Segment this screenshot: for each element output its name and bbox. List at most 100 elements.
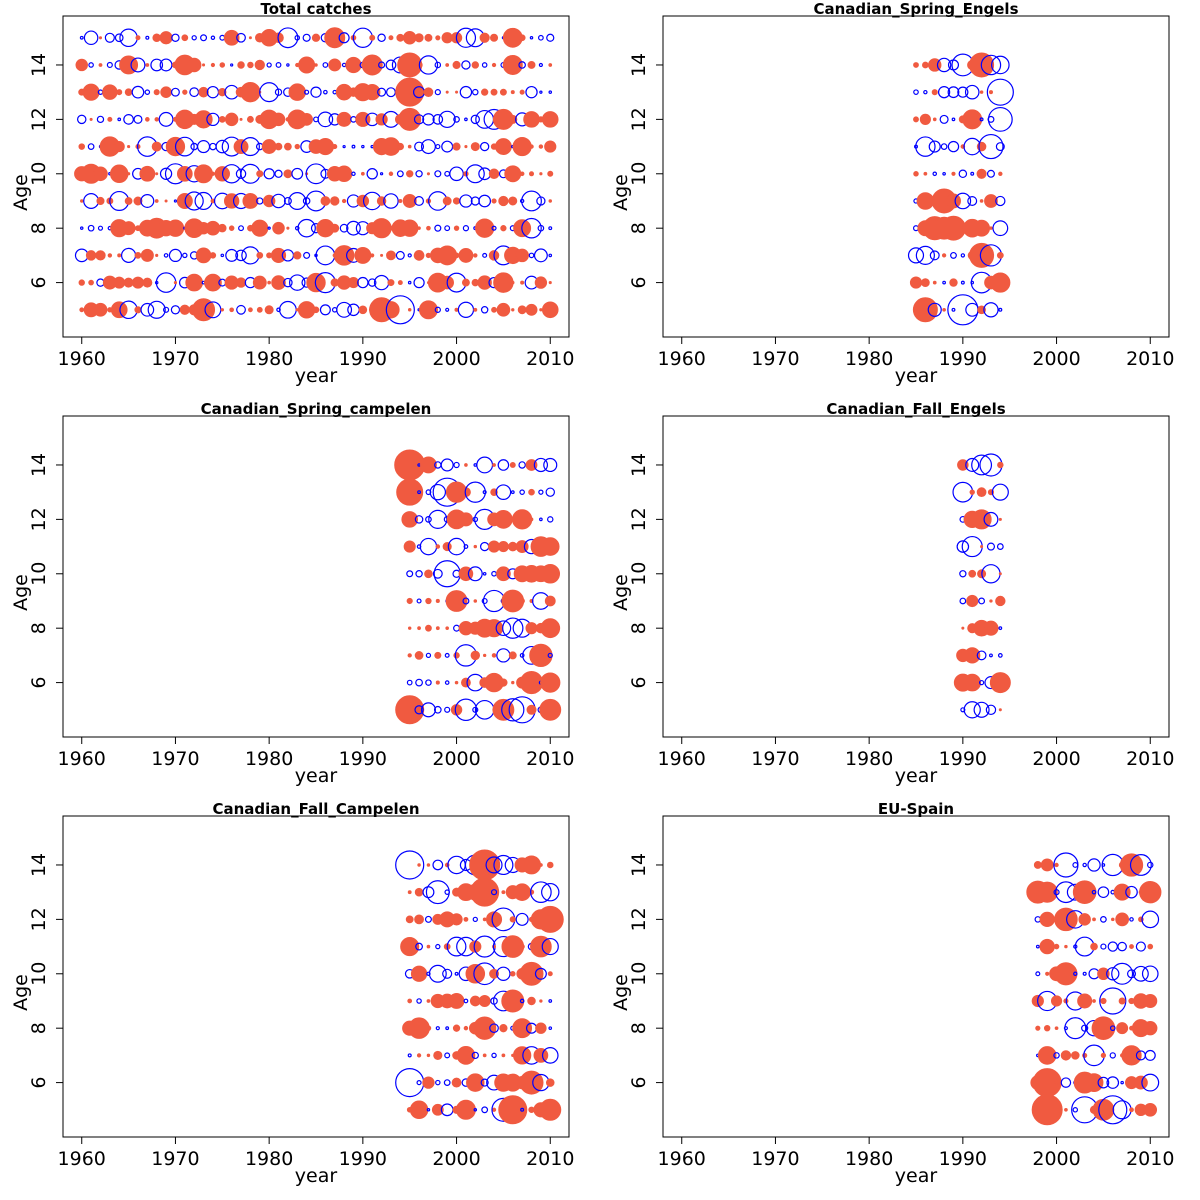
bubble-positive — [508, 651, 517, 660]
bubble-negative — [425, 679, 432, 686]
bubble-positive — [511, 280, 515, 285]
bubble-negative — [444, 225, 451, 232]
bubble-negative — [87, 224, 95, 232]
bubble-positive — [1035, 1025, 1041, 1031]
bubble-negative — [351, 144, 356, 149]
bubble-negative — [342, 144, 346, 149]
bubble-negative — [373, 274, 390, 291]
panel-eu-spain: EU-Spain year Age 1960 1970 1980 1990 2000 20… — [610, 800, 1174, 1187]
bubble-positive — [133, 196, 143, 206]
bubble-negative — [996, 543, 1004, 550]
bubble-positive — [961, 626, 965, 630]
bubble-positive — [536, 905, 564, 933]
bubble-positive — [980, 545, 984, 549]
bubble-positive — [448, 993, 465, 1009]
bubble-negative — [396, 170, 404, 178]
bubble-negative — [277, 27, 299, 49]
bubble-positive — [82, 83, 100, 101]
bubble-positive — [998, 708, 1002, 712]
bubble-positive — [426, 944, 431, 949]
bubble-negative — [278, 300, 297, 319]
bubble-positive — [455, 1099, 476, 1120]
y-tick-label: 12 — [628, 907, 650, 931]
bubble-negative — [407, 1053, 412, 1058]
bubble-negative — [303, 251, 311, 259]
bubble-positive — [426, 863, 431, 867]
bubble-positive — [528, 171, 535, 177]
bubble-positive — [435, 544, 441, 549]
bubble-series — [395, 849, 564, 1125]
bubble-positive — [932, 117, 937, 122]
x-tick-label: 1980 — [845, 1148, 893, 1170]
bubble-negative — [1132, 965, 1149, 982]
bubble-positive — [471, 61, 479, 69]
bubble-negative — [530, 881, 552, 904]
bubble-negative — [957, 86, 969, 98]
bubble-positive — [1054, 862, 1059, 868]
bubble-positive — [420, 456, 437, 474]
bubble-positive — [1133, 1075, 1148, 1090]
bubble-negative — [414, 705, 424, 715]
bubble-negative — [538, 489, 544, 495]
bubble-positive — [951, 171, 956, 176]
bubble-negative — [989, 653, 993, 658]
bubble-negative — [1144, 1049, 1156, 1061]
bubble-negative — [377, 33, 386, 43]
bubble-positive — [242, 193, 259, 209]
bubble-positive — [134, 252, 142, 259]
bubble-positive — [1054, 1108, 1059, 1112]
bubble-positive — [492, 698, 515, 721]
bubble-negative — [951, 307, 956, 312]
y-tick-label: 8 — [28, 1022, 50, 1034]
bubble-positive — [538, 144, 544, 149]
bubble-negative — [1141, 910, 1160, 929]
bubble-negative — [490, 889, 498, 896]
bubble-positive — [445, 63, 450, 67]
bubble-negative — [444, 680, 450, 685]
bubble-positive — [470, 650, 481, 661]
bubble-positive — [470, 142, 480, 152]
bubble-negative — [449, 166, 464, 182]
bubble-positive — [485, 911, 503, 928]
bubble-negative — [482, 571, 487, 576]
bubble-positive — [499, 1024, 508, 1033]
bubble-positive — [456, 1046, 476, 1065]
bubble-negative — [963, 701, 981, 719]
bubble-positive — [519, 171, 525, 177]
bubble-negative — [79, 35, 84, 40]
bubble-positive — [966, 594, 979, 608]
bubble-positive — [425, 624, 432, 632]
bubble-positive — [1084, 1073, 1104, 1092]
bubble-positive — [1054, 1026, 1059, 1031]
bubble-positive — [497, 541, 509, 553]
bubble-positive — [463, 916, 469, 922]
bubble-positive — [229, 307, 235, 313]
bubble-negative — [950, 251, 957, 259]
bubble-negative — [209, 142, 217, 151]
bubble-negative — [443, 1079, 451, 1086]
bubble-positive — [544, 140, 557, 153]
bubble-positive — [218, 223, 227, 233]
bubble-negative — [432, 568, 443, 579]
bubble-negative — [983, 511, 999, 527]
bubble-negative — [497, 459, 510, 471]
bubble-positive — [470, 877, 500, 907]
bubble-positive — [218, 115, 226, 123]
bubble-positive — [256, 306, 263, 313]
bubble-positive — [223, 29, 240, 46]
bubble-positive — [142, 277, 153, 288]
x-axis-label: year — [295, 365, 338, 387]
bubble-negative — [1109, 1025, 1116, 1032]
bubble-negative — [1035, 944, 1040, 949]
bubble-positive — [395, 77, 425, 107]
bubble-positive — [256, 170, 264, 178]
bubble-series — [952, 453, 1011, 719]
x-tick-label: 1990 — [939, 1148, 987, 1170]
bubble-positive — [98, 36, 103, 40]
bubble-negative — [444, 652, 450, 658]
plot-frame — [62, 815, 570, 1138]
y-tick-label: 14 — [28, 53, 50, 77]
bubble-negative — [267, 226, 271, 230]
bubble-positive — [491, 306, 497, 313]
